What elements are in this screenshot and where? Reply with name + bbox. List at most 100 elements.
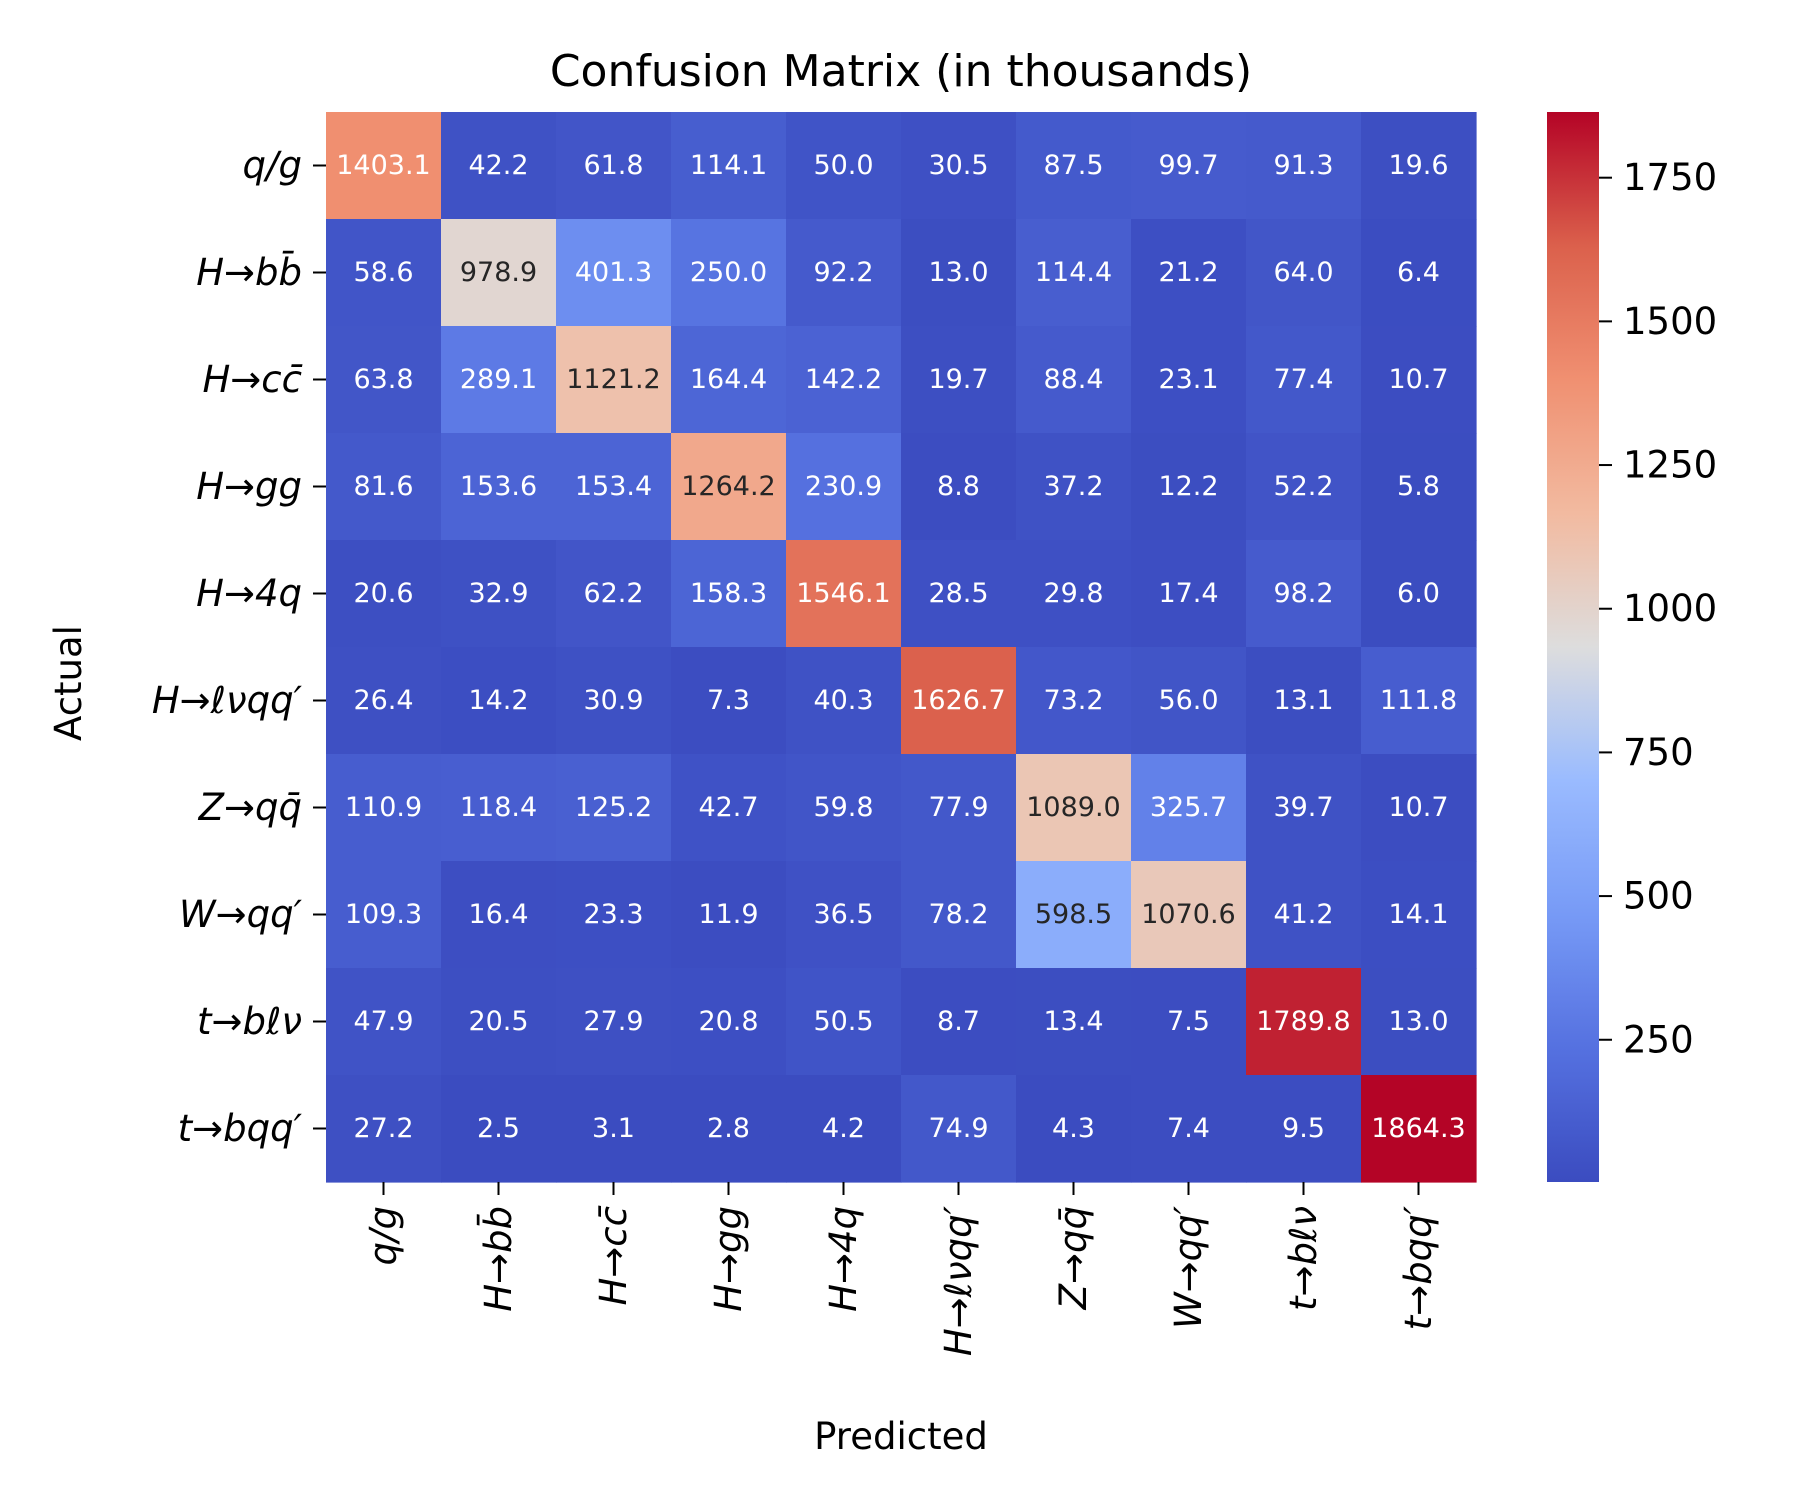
cell-value-label: 32.9 bbox=[468, 578, 528, 609]
cell-value-label: 20.6 bbox=[353, 578, 413, 609]
y-tick-label: q/g bbox=[243, 144, 302, 187]
cell-value-label: 30.5 bbox=[928, 150, 988, 181]
cell-value-label: 4.3 bbox=[1052, 1113, 1095, 1144]
x-tick-label: W→qq′ bbox=[1167, 1205, 1210, 1329]
cell-value-label: 142.2 bbox=[805, 364, 882, 395]
cell-value-label: 77.9 bbox=[928, 792, 988, 823]
heatmap-cell bbox=[671, 112, 787, 220]
cell-value-label: 91.3 bbox=[1273, 150, 1333, 181]
heatmap-cell bbox=[556, 433, 672, 541]
cell-value-label: 87.5 bbox=[1043, 150, 1103, 181]
cell-value-label: 1626.7 bbox=[911, 685, 1005, 716]
heatmap-cell bbox=[1016, 433, 1132, 541]
heatmap-cell bbox=[441, 861, 557, 969]
heatmap-cell bbox=[441, 219, 557, 327]
heatmap-cell bbox=[326, 647, 442, 755]
cell-value-label: 19.7 bbox=[928, 364, 988, 395]
cell-value-label: 10.7 bbox=[1388, 792, 1448, 823]
heatmap-cell bbox=[1246, 433, 1362, 541]
cell-value-label: 13.4 bbox=[1043, 1006, 1103, 1037]
cell-value-label: 23.1 bbox=[1158, 364, 1218, 395]
heatmap-cell bbox=[671, 433, 787, 541]
heatmap-cell bbox=[671, 540, 787, 648]
heatmap-cell bbox=[326, 540, 442, 648]
cell-value-label: 50.0 bbox=[813, 150, 873, 181]
heatmap-cell bbox=[786, 861, 902, 969]
cell-value-label: 325.7 bbox=[1150, 792, 1227, 823]
cell-value-label: 74.9 bbox=[928, 1113, 988, 1144]
cell-value-label: 16.4 bbox=[468, 899, 528, 930]
cell-value-label: 1546.1 bbox=[796, 578, 890, 609]
heatmap-cell bbox=[441, 112, 557, 220]
cell-value-label: 5.8 bbox=[1397, 471, 1440, 502]
cell-value-label: 14.2 bbox=[468, 685, 528, 716]
colorbar-tick-label: 1500 bbox=[1623, 300, 1717, 343]
cell-value-label: 36.5 bbox=[813, 899, 873, 930]
heatmap-cell bbox=[1131, 647, 1247, 755]
x-tick-label: Z→qq̄ bbox=[1052, 1206, 1095, 1310]
heatmap-cell bbox=[901, 968, 1017, 1076]
cell-value-label: 7.3 bbox=[707, 685, 750, 716]
heatmap-cell bbox=[671, 968, 787, 1076]
heatmap-cell bbox=[1016, 754, 1132, 862]
heatmap-cell bbox=[1131, 433, 1247, 541]
cell-value-label: 401.3 bbox=[575, 257, 652, 288]
cell-value-label: 20.8 bbox=[698, 1006, 758, 1037]
heatmap-cell bbox=[556, 326, 672, 434]
heatmap-cell bbox=[556, 112, 672, 220]
x-tick-label: t→bℓν bbox=[1282, 1206, 1325, 1311]
heatmap-cell bbox=[671, 647, 787, 755]
heatmap-cell bbox=[786, 647, 902, 755]
heatmap-cell bbox=[901, 754, 1017, 862]
x-axis-title: Predicted bbox=[814, 1415, 988, 1458]
y-tick-label: t→bqq′ bbox=[178, 1107, 303, 1150]
cell-value-label: 17.4 bbox=[1158, 578, 1218, 609]
cell-value-label: 13.0 bbox=[1388, 1006, 1448, 1037]
heatmap-cell bbox=[1246, 647, 1362, 755]
cell-value-label: 230.9 bbox=[805, 471, 882, 502]
cell-value-label: 4.2 bbox=[822, 1113, 865, 1144]
cell-value-label: 78.2 bbox=[928, 899, 988, 930]
heatmap-cell bbox=[671, 219, 787, 327]
heatmap-cell bbox=[1246, 326, 1362, 434]
y-tick-label: H→4q bbox=[196, 572, 302, 615]
heatmap-cell bbox=[556, 1075, 672, 1183]
cell-value-label: 23.3 bbox=[583, 899, 643, 930]
colorbar-tick-label: 1000 bbox=[1623, 587, 1717, 630]
heatmap-cell bbox=[1131, 861, 1247, 969]
y-tick-label: H→gg bbox=[196, 465, 302, 508]
cell-value-label: 9.5 bbox=[1282, 1113, 1325, 1144]
cell-value-label: 7.5 bbox=[1167, 1006, 1210, 1037]
cell-value-label: 111.8 bbox=[1380, 685, 1457, 716]
heatmap-cells bbox=[326, 112, 1477, 1183]
heatmap-cell bbox=[901, 1075, 1017, 1183]
heatmap-cell bbox=[441, 754, 557, 862]
cell-value-label: 3.1 bbox=[592, 1113, 635, 1144]
colorbar-tick-label: 1750 bbox=[1623, 156, 1717, 199]
heatmap-cell bbox=[901, 540, 1017, 648]
cell-value-label: 6.0 bbox=[1397, 578, 1440, 609]
heatmap-cell bbox=[1246, 754, 1362, 862]
heatmap-cell bbox=[786, 433, 902, 541]
cell-value-label: 2.8 bbox=[707, 1113, 750, 1144]
heatmap-cell bbox=[1361, 754, 1477, 862]
cell-value-label: 42.7 bbox=[698, 792, 758, 823]
heatmap-cell bbox=[786, 1075, 902, 1183]
chart-title: Confusion Matrix (in thousands) bbox=[550, 46, 1252, 97]
heatmap-cell bbox=[1131, 540, 1247, 648]
heatmap-cell bbox=[326, 754, 442, 862]
heatmap-cell bbox=[1131, 754, 1247, 862]
heatmap-cell bbox=[901, 112, 1017, 220]
x-axis-ticks: q/g H→bb̄ H→cc̄ H→gg H→4q H→ℓνqq′ Z→qq̄ W→qq′ t→… bbox=[362, 1182, 1440, 1356]
cell-value-label: 50.5 bbox=[813, 1006, 873, 1037]
cell-value-label: 63.8 bbox=[353, 364, 413, 395]
heatmap-cell bbox=[441, 647, 557, 755]
cell-value-label: 88.4 bbox=[1043, 364, 1103, 395]
heatmap-cell bbox=[1361, 326, 1477, 434]
heatmap-cell bbox=[1016, 647, 1132, 755]
cell-value-label: 250.0 bbox=[690, 257, 767, 288]
cell-value-label: 1121.2 bbox=[566, 364, 660, 395]
cell-value-label: 598.5 bbox=[1035, 899, 1112, 930]
heatmap-cell bbox=[901, 861, 1017, 969]
heatmap-cell bbox=[441, 326, 557, 434]
